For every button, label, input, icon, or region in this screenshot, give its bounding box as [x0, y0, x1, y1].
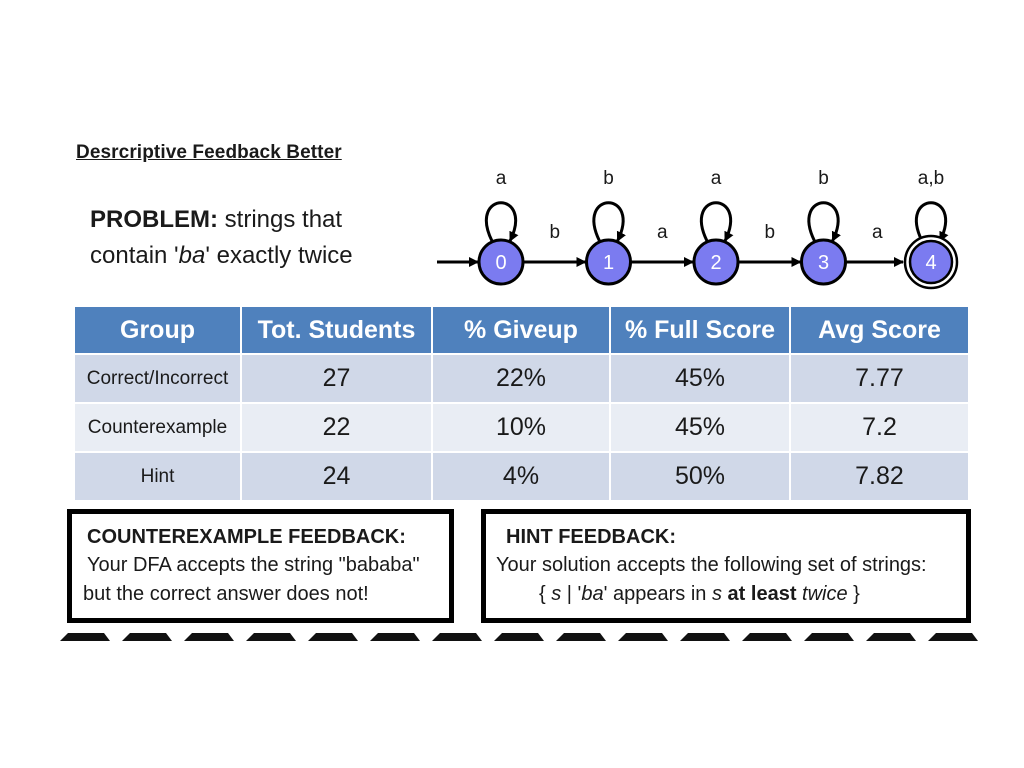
dash-segment — [122, 633, 172, 641]
counterexample-line-1: Your DFA accepts the string "bababa" — [87, 554, 420, 576]
hint-title: HINT FEEDBACK: — [506, 526, 676, 548]
cell-avg-score: 7.82 — [790, 451, 968, 500]
self-loop-arrow — [914, 201, 949, 242]
problem-line1-text: strings that — [218, 206, 343, 233]
cell-group: Correct/Incorrect — [75, 353, 242, 403]
problem-label: PROBLEM: — [90, 206, 218, 233]
cell-giveup: 4% — [432, 451, 611, 500]
header-full-score: % Full Score — [610, 307, 791, 354]
cell-full-score: 45% — [610, 402, 791, 452]
cell-full-score: 45% — [610, 353, 791, 403]
counterexample-line-2: but the correct answer does not! — [83, 583, 369, 605]
dashed-divider — [60, 633, 978, 641]
dash-segment — [60, 633, 110, 641]
dash-segment — [742, 633, 792, 641]
problem-line-2: contain 'ba' exactly twice — [90, 238, 353, 274]
dfa-layer: a 0 b b 1 a a 2 b b 3 a a,b 4 — [437, 168, 959, 290]
dash-segment — [246, 633, 296, 641]
dash-segment — [866, 633, 916, 641]
cell-avg-score: 7.2 — [790, 402, 968, 452]
problem-line2-em: ba — [178, 242, 206, 269]
self-loop-label: a,b — [918, 168, 944, 189]
problem-line-1: PROBLEM: strings that — [90, 202, 353, 238]
dash-segment — [308, 633, 358, 641]
cell-group: Hint — [75, 451, 242, 500]
set-mid-2: ' appears in — [603, 583, 712, 605]
hint-feedback-box: HINT FEEDBACK: Your solution accepts the… — [481, 509, 971, 623]
header-giveup: % Giveup — [432, 307, 611, 354]
dash-layer — [60, 633, 978, 641]
counterexample-title: COUNTEREXAMPLE FEEDBACK: — [87, 526, 406, 548]
cell-tot-students: 24 — [241, 451, 433, 500]
state-label: 4 — [925, 252, 936, 274]
set-ba: ba — [581, 583, 604, 605]
header-group: Group — [75, 307, 242, 354]
header-tot-students: Tot. Students — [241, 307, 433, 354]
set-twice: twice — [802, 583, 848, 605]
table-header-row: Group Tot. Students % Giveup % Full Scor… — [75, 307, 968, 354]
slide-heading: Desrcriptive Feedback Better — [76, 142, 342, 163]
self-loop-label: a — [711, 168, 722, 189]
self-loop-label: b — [603, 168, 614, 189]
hint-set-expression: { s | 'ba' appears in s at least twice } — [539, 580, 966, 609]
counterexample-feedback-box: COUNTEREXAMPLE FEEDBACK: Your DFA accept… — [67, 509, 454, 623]
header-avg-score: Avg Score — [790, 307, 968, 354]
state-label: 2 — [710, 252, 721, 274]
cell-full-score: 50% — [610, 451, 791, 500]
problem-line2-post: ' exactly twice — [205, 242, 353, 269]
transition-label: b — [549, 222, 560, 243]
set-mid-1: | ' — [561, 583, 582, 605]
cell-group: Counterexample — [75, 402, 242, 452]
state-circle — [908, 239, 954, 285]
set-at-least: at least — [727, 583, 797, 605]
hint-line-1: Your solution accepts the following set … — [496, 554, 927, 576]
cell-tot-students: 27 — [241, 353, 433, 403]
set-close: } — [847, 583, 860, 605]
self-loop-arrow — [807, 201, 841, 242]
set-open: { — [539, 583, 552, 605]
transition-label: a — [657, 222, 668, 243]
dash-segment — [680, 633, 730, 641]
problem-statement: PROBLEM: strings that contain 'ba' exact… — [90, 202, 353, 274]
dash-segment — [184, 633, 234, 641]
cell-tot-students: 22 — [241, 402, 433, 452]
cell-giveup: 22% — [432, 353, 611, 403]
set-var-s-2: s — [711, 583, 722, 605]
transition-label: b — [764, 222, 775, 243]
dfa-diagram: a 0 b b 1 a a 2 b b 3 a a,b 4 — [437, 168, 959, 290]
table-row: Counterexample 22 10% 45% 7.2 — [75, 402, 968, 452]
problem-line2-pre: contain ' — [90, 242, 179, 269]
cell-giveup: 10% — [432, 402, 611, 452]
dash-segment — [804, 633, 854, 641]
self-loop-label: a — [496, 168, 507, 189]
dash-segment — [494, 633, 544, 641]
self-loop-arrow — [592, 201, 626, 242]
transition-label: a — [872, 222, 883, 243]
dash-segment — [928, 633, 978, 641]
state-label: 1 — [603, 252, 614, 274]
table-row: Correct/Incorrect 27 22% 45% 7.77 — [75, 353, 968, 403]
state-label: 3 — [818, 252, 829, 274]
set-var-s: s — [551, 583, 562, 605]
state-label: 0 — [495, 252, 506, 274]
cell-avg-score: 7.77 — [790, 353, 968, 403]
self-loop-label: b — [818, 168, 829, 189]
self-loop-arrow — [699, 201, 734, 242]
self-loop-arrow — [484, 201, 519, 242]
table-row: Hint 24 4% 50% 7.82 — [75, 451, 968, 500]
dash-segment — [556, 633, 606, 641]
dash-segment — [370, 633, 420, 641]
dash-segment — [618, 633, 668, 641]
dash-segment — [432, 633, 482, 641]
results-table: Group Tot. Students % Giveup % Full Scor… — [75, 307, 968, 500]
